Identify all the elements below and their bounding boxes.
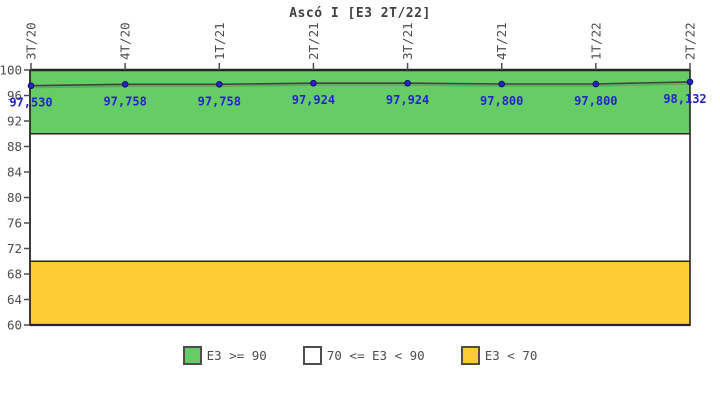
y-tick-label: 60 <box>7 318 22 333</box>
y-tick-label: 96 <box>7 88 22 103</box>
x-tick-label: 1T/22 <box>588 22 603 60</box>
data-point-label: 97,924 <box>386 93 429 107</box>
data-point-label: 98,132 <box>663 92 706 106</box>
y-tick-label: 88 <box>7 139 22 154</box>
data-point-label: 97,758 <box>103 94 146 108</box>
data-point <box>686 78 694 86</box>
x-tick-label: 2T/21 <box>306 22 321 60</box>
legend-item-yellow: E3 < 70 <box>460 345 538 365</box>
legend-item-green: E3 >= 90 <box>182 345 267 365</box>
y-tick-label: 72 <box>7 241 22 256</box>
y-tick-label: 68 <box>7 267 22 282</box>
legend-swatch-white <box>302 345 322 365</box>
data-point-label: 97,800 <box>574 94 617 108</box>
series-line-shadow <box>30 83 691 89</box>
legend-item-white: 70 <= E3 < 90 <box>302 345 425 365</box>
y-tick-label: 76 <box>7 216 22 231</box>
data-point <box>27 82 35 90</box>
chart-title: Ascó I [E3 2T/22] <box>289 6 431 21</box>
band-1 <box>30 133 690 262</box>
legend-swatch-green <box>182 345 202 365</box>
data-point <box>404 79 411 87</box>
data-point <box>592 80 600 88</box>
data-point <box>498 80 506 88</box>
x-tick-label: 3T/21 <box>400 22 415 60</box>
y-tick-label: 84 <box>7 165 22 180</box>
legend-label-green: E3 >= 90 <box>206 347 267 363</box>
y-tick-label: 100 <box>0 63 22 78</box>
data-point <box>310 79 317 87</box>
legend: E3 >= 90 70 <= E3 < 90 E3 < 70 <box>0 343 720 367</box>
data-point-label: 97,800 <box>480 94 523 108</box>
data-point-label: 97,530 <box>9 96 52 110</box>
x-tick-label: 3T/20 <box>24 22 39 60</box>
x-tick-label: 2T/22 <box>683 22 698 60</box>
series-line <box>30 81 691 87</box>
data-point <box>121 80 129 88</box>
x-tick-label: 4T/20 <box>118 22 133 60</box>
x-tick-label: 4T/21 <box>494 22 509 60</box>
data-point-label: 97,758 <box>198 94 241 108</box>
band-0 <box>30 70 690 134</box>
band-2 <box>30 261 690 325</box>
y-tick-label: 64 <box>7 292 22 307</box>
legend-label-yellow: E3 < 70 <box>484 347 538 363</box>
x-tick-label: 1T/21 <box>212 22 227 60</box>
y-tick-label: 92 <box>7 114 22 129</box>
legend-swatch-yellow <box>460 345 480 365</box>
data-point-label: 97,924 <box>292 93 335 107</box>
data-point <box>215 80 223 88</box>
legend-label-white: 70 <= E3 < 90 <box>326 347 425 363</box>
y-tick-label: 80 <box>7 190 22 205</box>
